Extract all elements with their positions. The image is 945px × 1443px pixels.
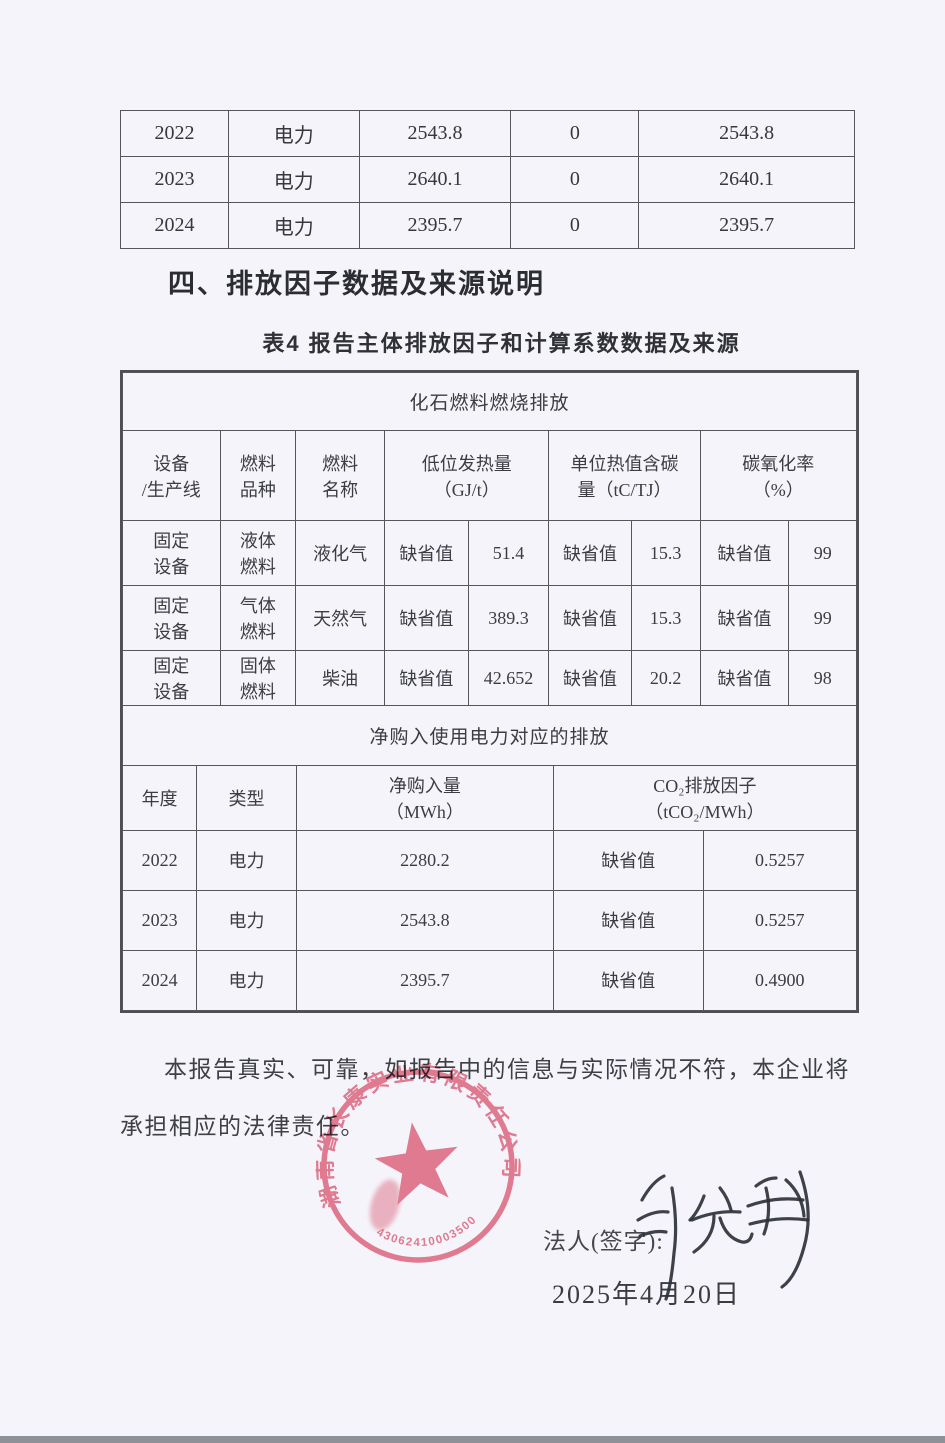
seal-ring: [321, 1069, 515, 1263]
table-cell: 固定 设备: [122, 585, 221, 651]
table-cell: 2395.7: [358, 202, 512, 249]
statement-line-2: 承担相应的法律责任。: [120, 1114, 365, 1139]
table-row: 2022 电力 2280.2 缺省值 0.5257: [121, 829, 858, 891]
seal-smudge: [369, 1179, 401, 1231]
table-cell: 0: [510, 202, 640, 249]
col-header-co2-factor: CO₂排放因子 （tCO₂/MWh）: [552, 764, 858, 831]
table-cell: 电力: [196, 829, 297, 891]
col-header-fuel-name: 燃料 名称: [295, 430, 386, 521]
table-row: 2024 电力 2395.7 缺省值 0.4900: [121, 949, 858, 1011]
table-cell: 98: [788, 650, 857, 706]
table-row: 固定 设备 液体 燃料 液化气 缺省值 51.4 缺省值 15.3 缺省值 99: [122, 520, 857, 586]
table-cell: 固定 设备: [122, 520, 221, 586]
table-cell: 电力: [227, 202, 360, 249]
legal-signature: [636, 1170, 810, 1301]
table-cell: 15.3: [630, 585, 701, 651]
table-cell: 20.2: [630, 650, 701, 706]
table-cell: 2640.1: [638, 156, 855, 203]
table-cell: 0.5257: [702, 889, 858, 951]
table-row: 2023 电力 2543.8 缺省值 0.5257: [121, 889, 858, 951]
report-date: 2025年4月20日: [552, 1280, 742, 1309]
col-header-device: 设备 /生产线: [122, 430, 221, 521]
table-cell: 天然气: [295, 585, 386, 651]
table-row: 净购入使用电力对应的排放: [122, 704, 857, 766]
table-cell: 缺省值: [699, 650, 790, 706]
col-header-heating-value: 低位发热量 （GJ/t）: [384, 430, 550, 521]
table-cell: 缺省值: [384, 650, 469, 706]
table-cell: 2022: [120, 110, 229, 157]
col-header-year: 年度: [121, 764, 198, 831]
col-header-carbon-content: 单位热值含碳 量（tC/TJ）: [548, 430, 701, 521]
table-cell: 缺省值: [552, 949, 704, 1011]
table4-title: 表4 报告主体排放因子和计算系数数据及来源: [262, 331, 741, 356]
table-row: 固定 设备 固体 燃料 柴油 缺省值 42.652 缺省值 20.2 缺省值 9…: [122, 650, 857, 706]
col-header-net-purchase: 净购入量 （MWh）: [295, 764, 554, 831]
table-cell: 液化气: [295, 520, 386, 586]
fossil-banner: 化石燃料燃烧排放: [122, 372, 857, 431]
table-cell: 2023: [121, 889, 198, 951]
scan-bottom-edge: [0, 1436, 945, 1443]
table-cell: 电力: [227, 156, 360, 203]
table-header-row: 设备 /生产线 燃料 品种 燃料 名称 低位发热量 （GJ/t） 单位热值含碳 …: [122, 430, 858, 521]
table-row: 2024 电力 2395.7 0 2395.7: [120, 202, 855, 249]
table-cell: 2395.7: [638, 202, 855, 249]
table-cell: 固定 设备: [122, 650, 221, 706]
table-row: 固定 设备 气体 燃料 天然气 缺省值 389.3 缺省值 15.3 缺省值 9…: [122, 585, 857, 651]
table-cell: 2543.8: [358, 110, 512, 157]
col-header-fuel-kind: 燃料 品种: [219, 430, 297, 521]
col-header-type: 类型: [196, 764, 297, 831]
table-cell: 0: [510, 110, 640, 157]
legal-sign-label: 法人(签字):: [543, 1229, 664, 1254]
table-cell: 2395.7: [295, 949, 554, 1011]
section-heading: 四、排放因子数据及来源说明: [168, 269, 545, 299]
table-cell: 2022: [121, 829, 198, 891]
table-cell: 缺省值: [548, 520, 632, 586]
table-cell: 42.652: [467, 650, 550, 706]
table-cell: 电力: [196, 889, 297, 951]
table-cell: 2543.8: [295, 889, 554, 951]
table-cell: 2640.1: [358, 156, 512, 203]
table-cell: 固体 燃料: [219, 650, 297, 706]
table-cell: 2024: [120, 202, 229, 249]
table-cell: 电力: [227, 110, 360, 157]
table-cell: 缺省值: [699, 520, 790, 586]
table-cell: 0.4900: [702, 949, 858, 1011]
table-row: 2023 电力 2640.1 0 2640.1: [120, 156, 855, 203]
table-cell: 15.3: [630, 520, 701, 586]
table-cell: 0.5257: [702, 829, 858, 891]
table-cell: 缺省值: [699, 585, 790, 651]
company-seal: 湖南省长康实业有限责任公司 43062410003500: [303, 1051, 526, 1263]
seal-star-icon: [374, 1122, 458, 1205]
table-cell: 缺省值: [384, 520, 469, 586]
table-cell: 气体 燃料: [219, 585, 297, 651]
table-row: 2022 电力 2543.8 0 2543.8: [120, 110, 855, 157]
table-cell: 51.4: [467, 520, 550, 586]
table-cell: 缺省值: [552, 889, 704, 951]
table-cell: 99: [788, 585, 857, 651]
purchased-electricity-section: 净购入使用电力对应的排放 年度 类型 净购入量 （MWh） CO₂排放因子 （t…: [121, 704, 858, 1011]
table-cell: 2543.8: [638, 110, 855, 157]
table-cell: 389.3: [467, 585, 550, 651]
table-header-row: 年度 类型 净购入量 （MWh） CO₂排放因子 （tCO₂/MWh）: [121, 764, 858, 831]
table-row: 化石燃料燃烧排放: [122, 372, 857, 431]
table-cell: 液体 燃料: [219, 520, 297, 586]
energy-summary-table: 2022 电力 2543.8 0 2543.8 2023 电力 2640.1 0…: [120, 110, 855, 249]
table-cell: 99: [788, 520, 857, 586]
table-cell: 柴油: [295, 650, 386, 706]
col-header-oxidation-rate: 碳氧化率 （%）: [699, 430, 858, 521]
electricity-banner: 净购入使用电力对应的排放: [122, 704, 857, 766]
fossil-fuel-section: 化石燃料燃烧排放 设备 /生产线 燃料 品种 燃料 名称 低位发热量 （GJ/t…: [122, 372, 858, 706]
statement-line-1: 本报告真实、可靠，如报告中的信息与实际情况不符，本企业将: [164, 1057, 850, 1082]
table-cell: 0: [510, 156, 640, 203]
emission-factor-table: 化石燃料燃烧排放 设备 /生产线 燃料 品种 燃料 名称 低位发热量 （GJ/t…: [120, 370, 859, 1013]
table-cell: 2024: [121, 949, 198, 1011]
table-cell: 电力: [196, 949, 297, 1011]
table-cell: 2280.2: [295, 829, 554, 891]
table-cell: 2023: [120, 156, 229, 203]
table-cell: 缺省值: [552, 829, 704, 891]
table-cell: 缺省值: [548, 585, 632, 651]
table-cell: 缺省值: [548, 650, 632, 706]
table-cell: 缺省值: [384, 585, 469, 651]
